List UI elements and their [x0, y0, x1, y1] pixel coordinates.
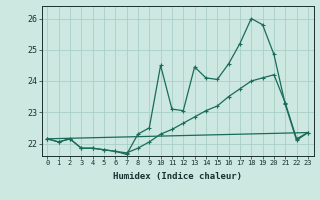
X-axis label: Humidex (Indice chaleur): Humidex (Indice chaleur) — [113, 172, 242, 181]
